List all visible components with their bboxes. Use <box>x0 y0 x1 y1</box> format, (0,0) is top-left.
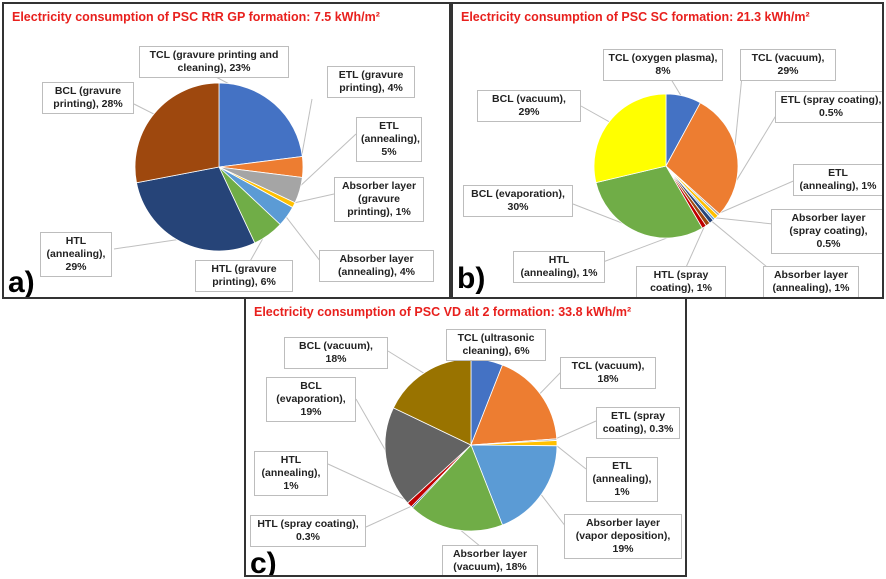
slice-label: HTL (gravure printing), 6% <box>195 260 293 292</box>
leader-line <box>712 216 774 225</box>
leader-line <box>296 133 357 190</box>
pie-chart-b <box>572 65 799 275</box>
pie-slice <box>595 165 703 239</box>
slice-label: HTL (spray coating), 0.3% <box>250 515 366 547</box>
slice-label: Absorber layer (annealing), 4% <box>319 250 434 282</box>
leader-line <box>113 238 183 250</box>
leader-line <box>290 193 335 205</box>
leader-line <box>553 442 587 470</box>
slice-label: BCL (vacuum), 29% <box>477 90 581 122</box>
slice-label: TCL (vacuum), 18% <box>560 357 656 389</box>
panel-label-a: a) <box>8 266 35 299</box>
leader-line <box>553 420 597 441</box>
slice-label: HTL (annealing), 1% <box>513 251 605 283</box>
slice-label: Absorber layer (annealing), 1% <box>763 266 859 297</box>
chart-title-b: Electricity consumption of PSC SC format… <box>461 10 810 24</box>
chart-panel-a: Electricity consumption of PSC RtR GP fo… <box>2 2 451 299</box>
chart-title-a: Electricity consumption of PSC RtR GP fo… <box>12 10 380 24</box>
slice-label: Absorber layer (vapor deposition), 19% <box>564 514 682 559</box>
leader-line <box>580 105 613 124</box>
leader-line <box>537 370 563 397</box>
pie-slice <box>411 444 503 532</box>
pie-slice <box>470 364 558 446</box>
slice-label: BCL (gravure printing), 28% <box>42 82 134 114</box>
pie-slice <box>470 444 558 526</box>
pie-slice <box>136 166 256 252</box>
slice-label: TCL (ultrasonic cleaning), 6% <box>446 329 546 361</box>
slice-label: ETL (annealing), 1% <box>586 457 658 502</box>
slice-label: BCL (evaporation), 19% <box>266 377 356 422</box>
leader-line <box>365 504 415 528</box>
slice-label: ETL (spray coating), 0.5% <box>775 91 882 123</box>
chart-panel-b: Electricity consumption of PSC SC format… <box>451 2 884 299</box>
slice-label: Absorber layer (spray coating), 0.5% <box>771 209 882 254</box>
pie-slice <box>593 93 667 184</box>
slice-label: TCL (gravure printing and cleaning), 23% <box>139 46 289 78</box>
slice-label: Absorber layer (gravure printing), 1% <box>334 177 424 222</box>
leader-line <box>387 350 428 376</box>
leader-line <box>709 219 774 273</box>
slice-label: HTL (annealing), 29% <box>40 232 112 277</box>
slice-label: ETL (annealing), 1% <box>793 164 882 196</box>
pie-slice <box>384 407 472 504</box>
slice-label: ETL (gravure printing), 4% <box>327 66 415 98</box>
chart-title-c: Electricity consumption of PSC VD alt 2 … <box>254 305 632 319</box>
leader-line <box>133 103 158 117</box>
slice-label: BCL (vacuum), 18% <box>284 337 388 369</box>
pie-chart-c <box>327 343 597 552</box>
slice-label: Absorber layer (vacuum), 18% <box>442 545 538 575</box>
leader-line <box>714 178 799 216</box>
pie-chart-a <box>113 75 357 273</box>
leader-line <box>355 398 390 458</box>
slice-label: HTL (spray coating), 1% <box>636 266 726 297</box>
leader-line <box>327 463 413 504</box>
leader-line <box>538 491 567 528</box>
pie-slice <box>665 102 739 215</box>
leader-line <box>283 214 325 267</box>
slice-label: BCL (evaporation), 30% <box>463 185 573 217</box>
slice-label: ETL (spray coating), 0.3% <box>596 407 680 439</box>
slice-label: ETL (annealing), 5% <box>356 117 422 162</box>
slice-label: TCL (vacuum), 29% <box>740 49 836 81</box>
slice-label: TCL (oxygen plasma), 8% <box>603 49 723 81</box>
pie-slice <box>218 82 303 168</box>
leader-line <box>682 221 707 275</box>
chart-panel-c: Electricity consumption of PSC VD alt 2 … <box>244 297 687 577</box>
slice-label: HTL (annealing), 1% <box>254 451 328 496</box>
pie-slice <box>134 82 220 184</box>
panel-label-c: c) <box>250 547 277 577</box>
panel-label-b: b) <box>457 262 486 295</box>
